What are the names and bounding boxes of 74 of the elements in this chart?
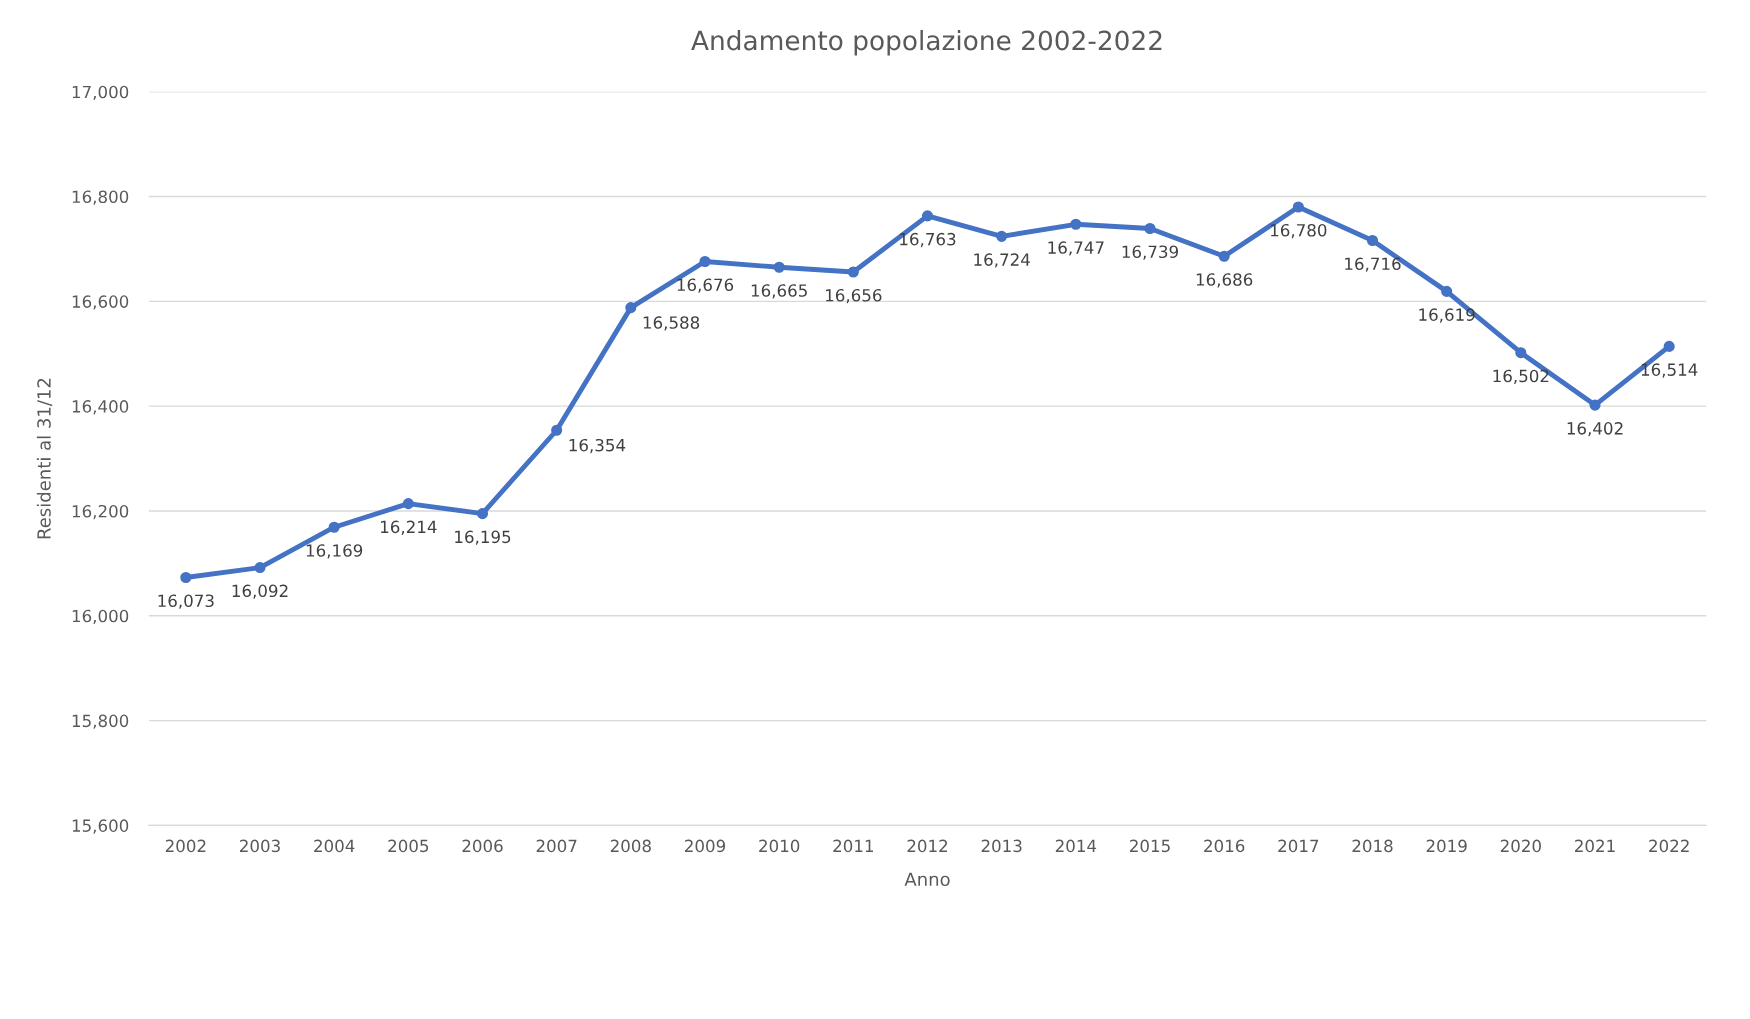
- data-label: 16,780: [1271, 223, 1327, 239]
- data-label: 16,676: [677, 278, 734, 293]
- point: [1070, 218, 1082, 230]
- y-tick-label: 15,800: [72, 714, 129, 729]
- x-tick-label: 2020: [1500, 839, 1541, 853]
- x-axis-title: Anno: [904, 872, 950, 887]
- x-tick-label: 2008: [610, 839, 651, 853]
- y-tick-label: 17,000: [72, 85, 129, 100]
- y-tick-label: 16,000: [72, 609, 129, 625]
- point: [254, 561, 266, 574]
- data-label: 16,656: [826, 288, 882, 304]
- y-axis-title: Residenti al 31/12: [36, 378, 53, 539]
- data-label: 16,195: [455, 530, 511, 545]
- data-label: 16,588: [643, 316, 700, 331]
- x-tick-label: 2015: [1130, 839, 1170, 853]
- x-tick-label: 2014: [1055, 839, 1097, 853]
- x-tick-label: 2021: [1575, 839, 1615, 853]
- x-tick-label: 2013: [981, 839, 1022, 853]
- data-label: 16,619: [1419, 308, 1475, 323]
- data-label: 16,763: [900, 232, 956, 248]
- data-label: 16,073: [158, 594, 214, 609]
- x-tick-label: 2011: [833, 839, 873, 853]
- x-tick-label: 2007: [536, 839, 577, 853]
- y-tick-label: 15,600: [72, 819, 129, 834]
- data-label: 16,092: [232, 584, 288, 599]
- point: [773, 261, 785, 273]
- x-tick-label: 2003: [240, 839, 280, 853]
- y-tick-label: 16,800: [72, 190, 129, 205]
- data-label: 16,514: [1641, 363, 1698, 378]
- x-tick-label: 2006: [462, 839, 503, 853]
- data-label: 16,354: [569, 438, 626, 454]
- point: [625, 302, 637, 314]
- point: [1144, 222, 1156, 235]
- data-label: 16,724: [974, 253, 1030, 268]
- point: [1292, 201, 1304, 213]
- x-tick-label: 2012: [907, 839, 948, 853]
- point: [180, 571, 192, 584]
- x-tick-label: 2005: [388, 839, 429, 853]
- x-tick-label: 2022: [1649, 839, 1689, 853]
- y-tick-label: 16,200: [72, 504, 129, 520]
- point: [1441, 285, 1453, 297]
- data-label: 16,716: [1345, 257, 1401, 272]
- point: [328, 521, 340, 533]
- x-tick-label: 2018: [1352, 839, 1393, 853]
- x-tick-label: 2017: [1278, 839, 1319, 853]
- point: [476, 508, 489, 520]
- data-label: 16,747: [1048, 241, 1104, 256]
- point: [1366, 234, 1379, 247]
- data-label: 16,214: [381, 520, 437, 535]
- x-tick-label: 2010: [759, 839, 800, 853]
- point: [996, 230, 1008, 242]
- point: [1663, 340, 1675, 352]
- point: [699, 255, 711, 268]
- chart-title: Andamento popolazione 2002-2022: [691, 29, 1162, 56]
- point: [1515, 347, 1527, 359]
- data-label: 16,169: [306, 544, 363, 559]
- x-tick-label: 2009: [685, 839, 726, 853]
- data-label: 16,686: [1196, 273, 1253, 288]
- data-label: 16,402: [1567, 422, 1623, 437]
- data-label: 16,665: [751, 284, 807, 299]
- y-tick-label: 16,600: [72, 295, 129, 310]
- x-tick-label: 2004: [314, 839, 355, 853]
- point: [1589, 399, 1601, 411]
- point: [551, 424, 563, 436]
- x-tick-label: 2016: [1204, 839, 1245, 853]
- data-label: 16,739: [1122, 245, 1178, 260]
- data-label: 16,502: [1493, 369, 1549, 384]
- point: [847, 266, 859, 278]
- point: [402, 498, 414, 510]
- y-tick-label: 16,400: [72, 400, 129, 415]
- point: [921, 210, 934, 222]
- x-tick-label: 2019: [1426, 839, 1467, 853]
- point: [1218, 250, 1230, 262]
- x-tick-label: 2002: [165, 839, 206, 853]
